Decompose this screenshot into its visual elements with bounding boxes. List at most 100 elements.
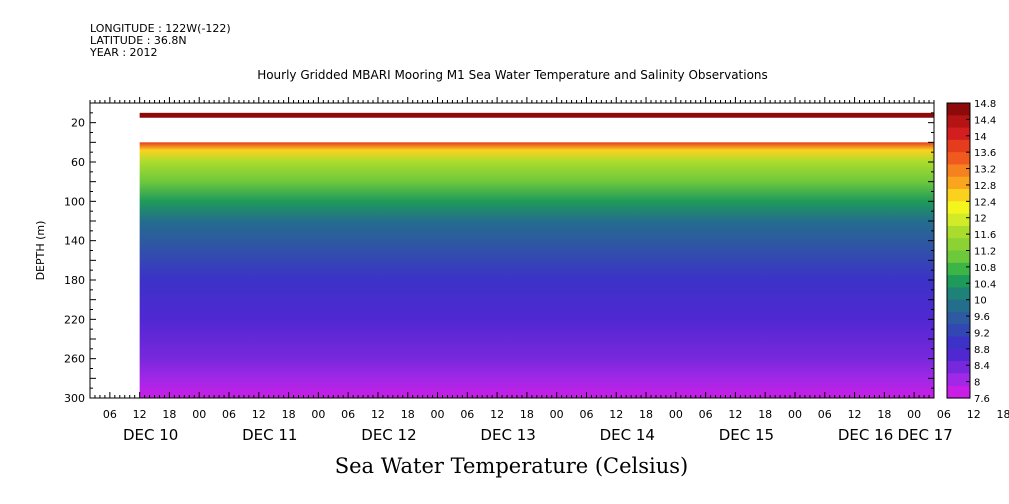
colorbar-label: 8: [974, 378, 980, 389]
x-tick-label: 00: [907, 408, 921, 421]
x-tick-label: 00: [311, 408, 325, 421]
x-tick-label: 06: [103, 408, 117, 421]
x-tick-label: 12: [371, 408, 385, 421]
colorbar-swatch: [947, 348, 970, 362]
colorbar-label: 11.2: [974, 247, 996, 258]
latitude-label: LATITUDE : 36.8N: [90, 34, 187, 47]
x-tick-label: 18: [162, 408, 176, 421]
y-tick-label: 260: [64, 353, 85, 366]
colorbar-swatch: [947, 361, 970, 375]
colorbar-label: 14.8: [974, 99, 996, 110]
colorbar-label: 14.4: [974, 115, 996, 126]
colorbar-swatch: [947, 213, 970, 227]
colorbar-label: 10: [974, 296, 987, 307]
y-axis: 20 60 100 140 180 220 260 300: [64, 102, 934, 405]
colorbar-swatch: [947, 115, 970, 129]
colorbar-swatch: [947, 311, 970, 325]
x-day-label: DEC 14: [600, 426, 655, 444]
colorbar: 14.8 14.4 14 13.6 13.2 12.8 12.4 12 11.6 11.2 10.8…: [946, 99, 996, 405]
colorbar-label: 8.4: [974, 361, 990, 372]
colorbar-label: 12: [974, 214, 987, 225]
x-tick-label: 06: [699, 408, 713, 421]
x-tick-label: 18: [282, 408, 296, 421]
colorbar-swatch: [947, 250, 970, 264]
x-tick-label: 00: [788, 408, 802, 421]
x-tick-label: 00: [550, 408, 564, 421]
x-tick-label: 18: [639, 408, 653, 421]
chart-title: Hourly Gridded MBARI Mooring M1 Sea Wate…: [0, 68, 1009, 82]
x-day-label: DEC 13: [480, 426, 535, 444]
x-tick-label: 00: [669, 408, 683, 421]
x-tick-label: 06: [579, 408, 593, 421]
x-tick-label: 12: [728, 408, 742, 421]
colorbar-swatch: [947, 127, 970, 141]
colorbar-swatch: [947, 385, 970, 399]
x-tick-label: 18: [997, 408, 1009, 421]
colorbar-swatch: [947, 373, 970, 387]
y-tick-label: 20: [71, 117, 85, 130]
colorbar-label: 10.8: [974, 263, 996, 274]
colorbar-swatch: [947, 336, 970, 350]
x-tick-label: 06: [937, 408, 951, 421]
x-day-label: DEC 17: [897, 426, 952, 444]
y-tick-label: 140: [64, 235, 85, 248]
colorbar-label: 12.4: [974, 197, 996, 208]
x-tick-label: 12: [133, 408, 147, 421]
colorbar-label: 11.6: [974, 230, 996, 241]
longitude-label: LONGITUDE : 122W(-122): [90, 22, 231, 35]
colorbar-label: 10.4: [974, 279, 996, 290]
chart-title-text: Hourly Gridded MBARI Mooring M1 Sea Wate…: [257, 68, 768, 82]
colorbar-swatch: [947, 238, 970, 252]
x-day-label: DEC 16: [838, 426, 893, 444]
colorbar-swatch: [947, 139, 970, 153]
y-tick-label: 180: [64, 274, 85, 287]
colorbar-swatch: [947, 164, 970, 178]
x-tick-label: 12: [252, 408, 266, 421]
colorbar-label: 14: [974, 132, 987, 143]
year-label: YEAR : 2012: [90, 46, 158, 59]
y-tick-label: 100: [64, 195, 85, 208]
colorbar-label: 9.6: [974, 312, 990, 323]
x-tick-label: 18: [877, 408, 891, 421]
colorbar-swatch: [947, 299, 970, 313]
colorbar-swatch: [947, 324, 970, 338]
temperature-field: [139, 142, 934, 398]
colorbar-label: 13.6: [974, 148, 996, 159]
x-axis-title: Sea Water Temperature (Celsius): [0, 454, 1009, 478]
colorbar-label: 12.8: [974, 181, 996, 192]
colorbar-swatch: [947, 189, 970, 202]
metadata-block: LONGITUDE : 122W(-122) LATITUDE : 36.8N …: [90, 23, 231, 59]
x-day-label: DEC 12: [361, 426, 416, 444]
colorbar-swatch: [947, 103, 970, 116]
colorbar-label: 9.2: [974, 328, 990, 339]
x-tick-label: 12: [609, 408, 623, 421]
x-tick-label: 06: [818, 408, 832, 421]
colorbar-swatch: [947, 275, 970, 288]
colorbar-swatch: [947, 152, 970, 166]
x-tick-label: 12: [490, 408, 504, 421]
colorbar-swatch: [947, 201, 970, 215]
x-day-label: DEC 15: [719, 426, 774, 444]
x-day-label: DEC 10: [123, 426, 178, 444]
surface-band: [139, 112, 934, 118]
y-axis-label: DEPTH (m): [34, 221, 47, 281]
x-day-label: DEC 11: [242, 426, 297, 444]
x-tick-label: 06: [222, 408, 236, 421]
colorbar-swatch: [947, 225, 970, 239]
colorbar-label: 13.2: [974, 165, 996, 176]
colorbar-swatch: [947, 287, 970, 301]
x-tick-label: 18: [401, 408, 415, 421]
x-tick-label: 06: [460, 408, 474, 421]
plot-area: [89, 102, 935, 399]
x-axis: 06 12 18 00 06 12 18 00 06 12 18 00 06 12 18 00 06 12 18 00…: [89, 97, 1009, 444]
x-tick-label: 12: [967, 408, 981, 421]
y-tick-label: 300: [64, 392, 85, 405]
y-tick-label: 60: [71, 156, 85, 169]
colorbar-label: 7.6: [974, 394, 990, 405]
x-tick-label: 00: [192, 408, 206, 421]
colorbar-swatch: [947, 176, 970, 190]
colorbar-label: 8.8: [974, 345, 990, 356]
x-axis-title-text: Sea Water Temperature (Celsius): [334, 454, 689, 478]
colorbar-swatch: [947, 262, 970, 276]
